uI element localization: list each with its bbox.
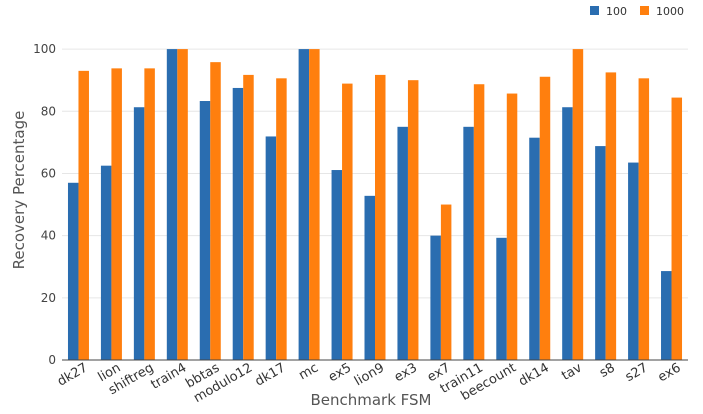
- bar-100-s27[interactable]: [628, 162, 639, 360]
- y-tick-label: 0: [48, 353, 56, 367]
- bar-1000-beecount[interactable]: [506, 93, 518, 361]
- bar-1000-mc[interactable]: [309, 49, 320, 360]
- y-tick-label: 20: [41, 291, 56, 305]
- y-axis-ticks: 0 20 40 60 80 100: [33, 42, 56, 367]
- x-tick-label: tav: [559, 360, 585, 384]
- bar-100-dk27[interactable]: [67, 182, 79, 360]
- x-tick-label: ex5: [326, 360, 354, 385]
- bar-1000-lion[interactable]: [111, 68, 122, 360]
- legend[interactable]: 100 1000: [590, 5, 684, 18]
- x-tick-label: ex3: [392, 360, 420, 385]
- bar-100-shiftreg[interactable]: [133, 107, 145, 360]
- bar-100-bbtas[interactable]: [199, 101, 211, 360]
- bar-1000-dk27[interactable]: [78, 70, 89, 360]
- y-tick-label: 100: [33, 42, 56, 56]
- bar-100-ex3[interactable]: [397, 126, 408, 361]
- bar-1000-train11[interactable]: [473, 84, 485, 360]
- x-tick-label: mc: [296, 360, 321, 383]
- x-tick-label: train4: [148, 360, 189, 392]
- bar-100-ex6[interactable]: [661, 271, 672, 360]
- bar-1000-dk14[interactable]: [539, 76, 551, 361]
- bar-1000-ex6[interactable]: [671, 97, 683, 361]
- bar-1000-dk17[interactable]: [276, 78, 287, 361]
- y-tick-label: 80: [41, 104, 56, 118]
- bar-1000-ex3[interactable]: [407, 80, 419, 360]
- y-tick-label: 40: [41, 229, 56, 243]
- legend-label: 100: [606, 5, 627, 18]
- bar-100-modulo12[interactable]: [232, 87, 244, 361]
- bar-1000-shiftreg[interactable]: [144, 68, 155, 360]
- x-tick-label: s8: [597, 360, 618, 381]
- bar-100-train11[interactable]: [463, 126, 474, 361]
- bar-1000-train4[interactable]: [177, 49, 188, 360]
- bar-1000-s27[interactable]: [638, 78, 650, 361]
- x-tick-label: dk27: [55, 360, 90, 389]
- legend-label: 1000: [656, 5, 684, 18]
- bar-1000-tav[interactable]: [572, 49, 584, 360]
- bar-100-tav[interactable]: [562, 107, 573, 360]
- bar-1000-ex7[interactable]: [440, 204, 452, 360]
- bars: [67, 49, 683, 361]
- bar-1000-lion9[interactable]: [375, 74, 386, 360]
- bar-1000-bbtas[interactable]: [210, 62, 221, 361]
- bar-100-dk14[interactable]: [529, 137, 540, 360]
- y-tick-label: 60: [41, 166, 56, 180]
- x-tick-label: lion9: [352, 360, 387, 389]
- bar-100-beecount[interactable]: [496, 237, 507, 360]
- x-tick-label: dk17: [253, 360, 288, 389]
- bar-100-lion[interactable]: [100, 165, 112, 360]
- bar-100-lion9[interactable]: [364, 195, 376, 360]
- bar-1000-ex5[interactable]: [342, 83, 353, 361]
- x-axis-title: Benchmark FSM: [310, 391, 431, 409]
- bar-100-dk17[interactable]: [265, 136, 277, 360]
- legend-item-100[interactable]: 100: [590, 5, 627, 18]
- bar-100-ex7[interactable]: [430, 235, 441, 360]
- bar-1000-s8[interactable]: [605, 72, 617, 360]
- x-tick-label: dk14: [516, 360, 551, 389]
- legend-item-1000[interactable]: 1000: [640, 5, 684, 18]
- bar-100-s8[interactable]: [595, 146, 606, 360]
- legend-swatch: [590, 6, 599, 15]
- y-axis-title: Recovery Percentage: [10, 111, 28, 270]
- bar-100-mc[interactable]: [298, 49, 310, 360]
- bar-100-train4[interactable]: [166, 49, 178, 360]
- legend-swatch: [640, 6, 649, 15]
- x-tick-label: ex6: [655, 360, 683, 385]
- bar-100-ex5[interactable]: [331, 170, 343, 360]
- x-tick-label: s27: [623, 360, 651, 385]
- bar-1000-modulo12[interactable]: [243, 74, 254, 360]
